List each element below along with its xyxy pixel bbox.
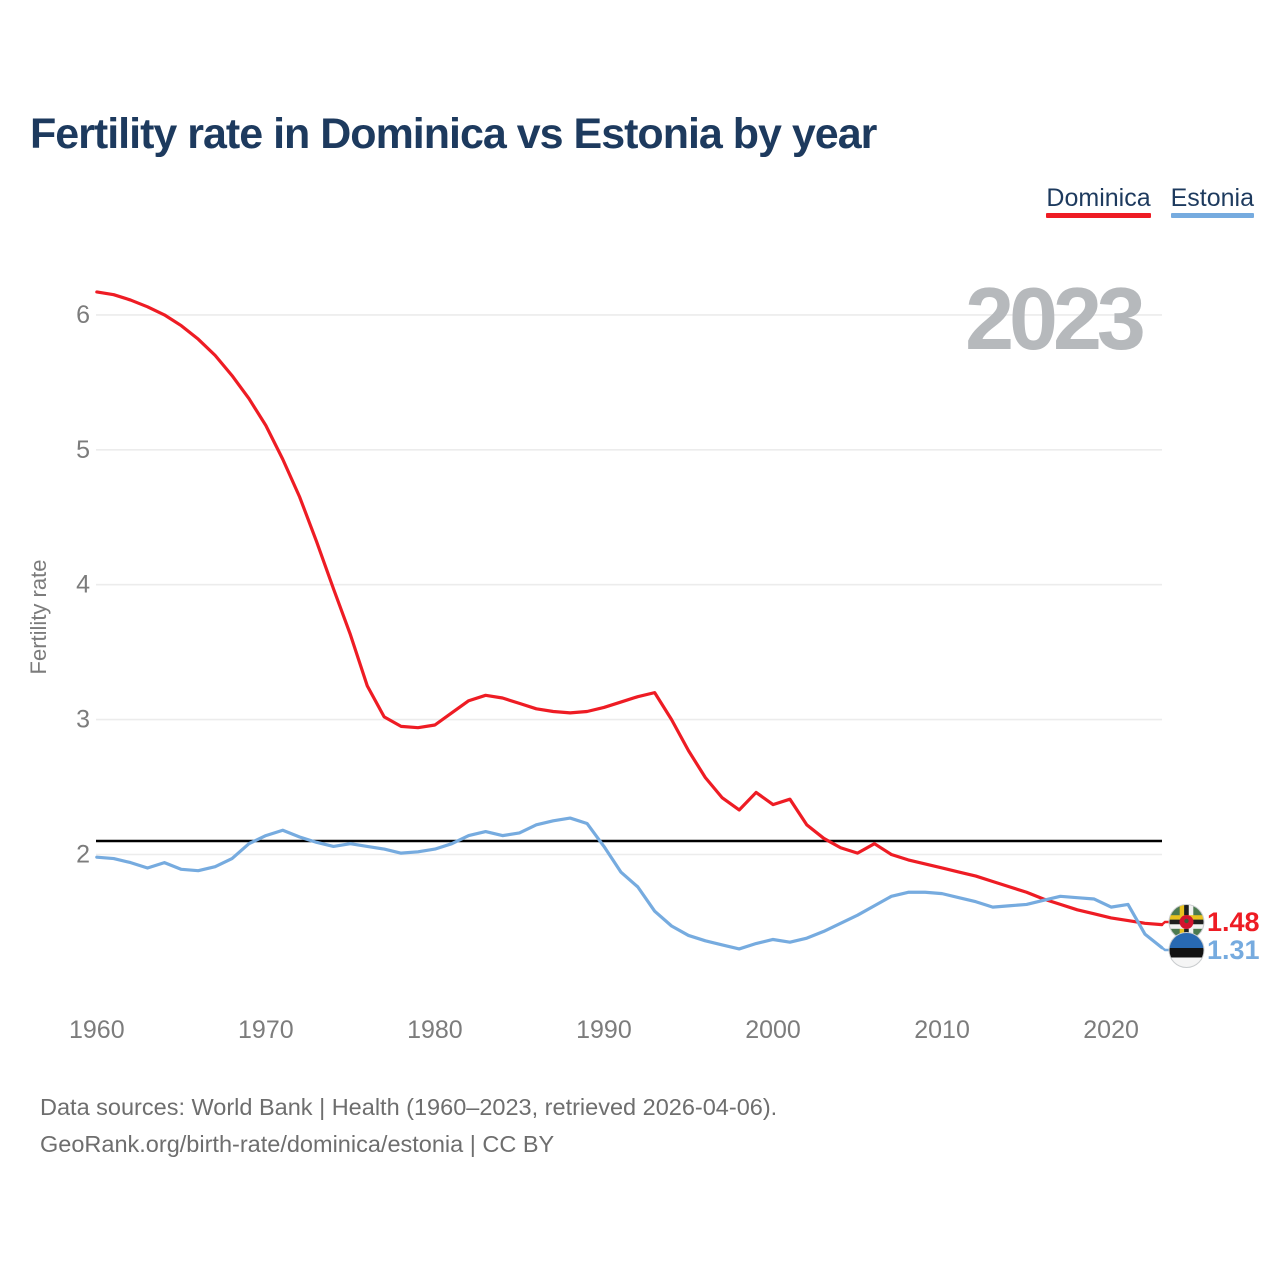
y-tick-label-6: 6 — [76, 301, 90, 329]
x-tick-label-2010: 2010 — [914, 1016, 970, 1044]
y-tick-label-4: 4 — [76, 571, 90, 599]
legend-underline-estonia — [1170, 213, 1254, 218]
legend: Dominica Estonia — [1046, 186, 1254, 218]
x-tick-label-2020: 2020 — [1083, 1016, 1139, 1044]
x-tick-label-1980: 1980 — [407, 1016, 463, 1044]
footer-source-line: Data sources: World Bank | Health (1960–… — [40, 1094, 778, 1120]
legend-item-dominica[interactable]: Dominica — [1046, 184, 1151, 218]
x-tick-label-1960: 1960 — [69, 1016, 125, 1044]
end-leader-estonia — [1161, 946, 1169, 952]
series-line-dominica — [95, 290, 1164, 927]
series-line-estonia — [95, 816, 1164, 951]
legend-underline-dominica — [1046, 213, 1151, 218]
footer-attribution-line: GeoRank.org/birth-rate/dominica/estonia … — [40, 1131, 555, 1157]
year-watermark: 2023 — [965, 269, 1143, 368]
legend-label-dominica: Dominica — [1046, 184, 1151, 212]
end-value-label-estonia: 1.31 — [1207, 935, 1260, 965]
legend-item-estonia[interactable]: Estonia — [1170, 184, 1254, 218]
chart-title: Fertility rate in Dominica vs Estonia by… — [30, 110, 877, 158]
x-tick-label-1970: 1970 — [238, 1016, 294, 1044]
footer: Data sources: World Bank | Health (1960–… — [40, 1089, 777, 1163]
legend-label-estonia: Estonia — [1170, 184, 1254, 212]
end-leader-dominica — [1161, 920, 1169, 926]
y-tick-label-2: 2 — [76, 841, 90, 869]
x-tick-label-1990: 1990 — [576, 1016, 632, 1044]
estonia-flag-icon — [1168, 932, 1205, 968]
dominica-flag-icon — [1168, 904, 1205, 940]
end-value-label-dominica: 1.48 — [1207, 907, 1260, 937]
y-axis-label: Fertility rate — [26, 560, 51, 675]
x-tick-label-2000: 2000 — [745, 1016, 801, 1044]
y-tick-label-3: 3 — [76, 706, 90, 734]
y-tick-label-5: 5 — [76, 436, 90, 464]
